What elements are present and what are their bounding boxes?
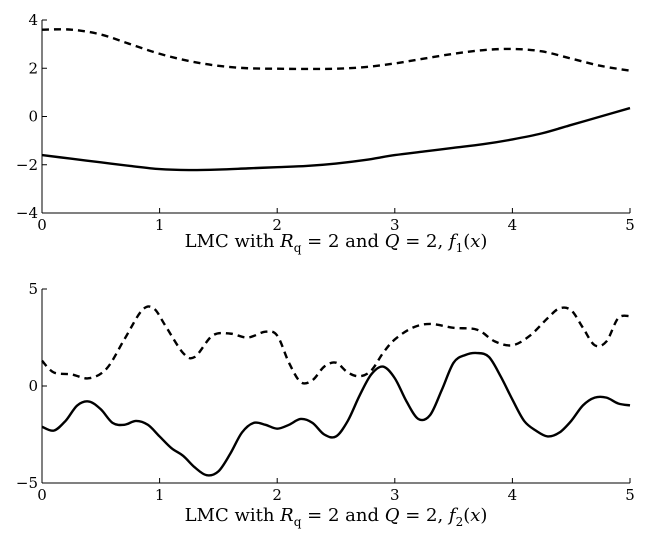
solid-series-line: [41, 351, 631, 477]
x-tick-label: 0: [37, 486, 47, 504]
x-tick-label: 1: [155, 486, 165, 504]
y-tick-label: 5: [28, 280, 38, 298]
y-tick-label: 0: [28, 108, 38, 126]
x-tick-label: 5: [625, 486, 635, 504]
y-tick-label: −5: [16, 474, 38, 492]
y-tick-label: −4: [16, 204, 38, 222]
x-axis-label: LMC with Rq = 2 and Q = 2, f2(x): [185, 505, 488, 529]
solid-series-line: [41, 106, 631, 172]
x-tick-label: 0: [37, 216, 47, 234]
dashed-series-line: [41, 305, 631, 385]
y-tick-label: 2: [28, 59, 38, 77]
chart-panel-f1: 0 1 2 3 4 5 −4 −2 0 2 4 LMC with Rq = 2 and Q = 2, …: [16, 11, 635, 255]
x-tick-label: 3: [390, 486, 400, 504]
x-tick-label: 1: [155, 216, 165, 234]
x-axis-label: LMC with Rq = 2 and Q = 2, f1(x): [185, 231, 488, 255]
y-tick-label: 4: [28, 11, 38, 29]
dashed-series-line: [41, 28, 631, 72]
x-tick-label: 2: [272, 486, 282, 504]
y-tick-label: −2: [16, 156, 38, 174]
x-tick-label: 4: [508, 216, 518, 234]
y-tick-label: 0: [28, 377, 38, 395]
x-tick-label: 5: [625, 216, 635, 234]
x-tick-label: 3: [390, 216, 400, 234]
x-tick-label: 2: [272, 216, 282, 234]
x-tick-label: 4: [508, 486, 518, 504]
